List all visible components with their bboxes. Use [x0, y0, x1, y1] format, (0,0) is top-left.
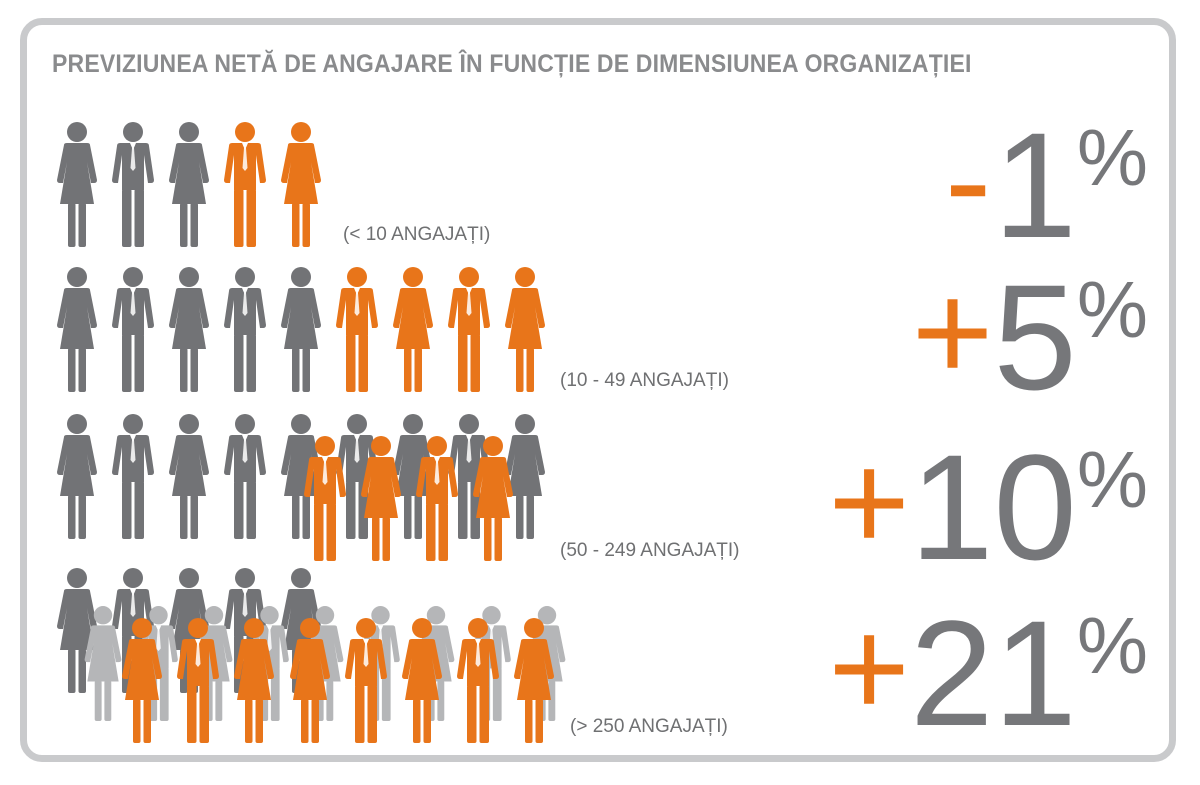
number-row-1: 1	[993, 101, 1077, 269]
row2-man-figure-icon	[336, 267, 378, 392]
people-group-row-3	[57, 414, 545, 561]
value-row-2: + 5 %	[911, 253, 1148, 421]
row1-man-figure-icon	[112, 122, 154, 247]
row2-woman-figure-icon	[169, 267, 209, 392]
row1-woman-figure-icon	[281, 122, 321, 247]
people-group-row-2	[57, 267, 545, 392]
size-label-row-4: (> 250 ANGAJAȚI)	[570, 716, 728, 737]
row2-woman-figure-icon	[393, 267, 433, 392]
percent-row-2: %	[1076, 265, 1148, 354]
row2-woman-figure-icon	[505, 267, 545, 392]
row3-front-man-figure-icon	[416, 436, 458, 561]
value-row-1: - 1 %	[944, 101, 1148, 269]
row-micro: (< 10 ANGAJAȚI)	[0, 120, 1200, 260]
sign-row-3: +	[828, 423, 910, 580]
row3-front-woman-figure-icon	[473, 436, 513, 561]
row3-back-man-figure-icon	[112, 414, 154, 539]
row1-man-figure-icon	[224, 122, 266, 247]
people-group-row-4	[57, 568, 566, 743]
sign-row-1: -	[944, 101, 992, 258]
size-label-row-2: (10 - 49 ANGAJAȚI)	[560, 370, 729, 391]
row1-woman-figure-icon	[169, 122, 209, 247]
percent-row-3: %	[1076, 435, 1148, 524]
row3-back-woman-figure-icon	[505, 414, 545, 539]
percent-row-1: %	[1076, 113, 1148, 202]
number-row-4: 21	[910, 589, 1077, 757]
row2-man-figure-icon	[448, 267, 490, 392]
row-small: (10 - 49 ANGAJAȚI)	[0, 265, 1200, 405]
row4-front-woman-figure-icon	[290, 618, 330, 743]
row2-man-figure-icon	[224, 267, 266, 392]
row4-front-man-figure-icon	[345, 618, 387, 743]
row4-front-man-figure-icon	[177, 618, 219, 743]
value-row-3: + 10 %	[828, 423, 1148, 591]
row4-front-man-figure-icon	[457, 618, 499, 743]
number-row-3: 10	[910, 423, 1077, 591]
row4-back-woman-figure-icon	[57, 568, 97, 693]
row3-front-woman-figure-icon	[361, 436, 401, 561]
row4-rear-woman-figure-icon	[84, 606, 122, 721]
row3-back-woman-figure-icon	[57, 414, 97, 539]
row3-back-woman-figure-icon	[169, 414, 209, 539]
row4-front-woman-figure-icon	[234, 618, 274, 743]
infographic-title: PREVIZIUNEA NETĂ DE ANGAJARE ÎN FUNCȚIE …	[52, 50, 972, 78]
row4-front-woman-figure-icon	[514, 618, 554, 743]
row-medium: (50 - 249 ANGAJAȚI)	[0, 412, 1200, 572]
row1-woman-figure-icon	[57, 122, 97, 247]
row3-front-man-figure-icon	[304, 436, 346, 561]
value-row-4: + 21 %	[828, 589, 1148, 757]
size-label-row-3: (50 - 249 ANGAJAȚI)	[560, 540, 740, 561]
percent-row-4: %	[1076, 601, 1148, 690]
sign-row-4: +	[828, 589, 910, 746]
row3-back-man-figure-icon	[224, 414, 266, 539]
row4-front-woman-figure-icon	[402, 618, 442, 743]
people-group-row-1	[57, 122, 321, 247]
row2-man-figure-icon	[112, 267, 154, 392]
number-row-2: 5	[993, 253, 1077, 421]
row4-front-woman-figure-icon	[122, 618, 162, 743]
row2-woman-figure-icon	[57, 267, 97, 392]
row-large: (> 250 ANGAJAȚI)	[0, 566, 1200, 751]
sign-row-2: +	[911, 253, 994, 410]
row2-woman-figure-icon	[281, 267, 321, 392]
size-label-row-1: (< 10 ANGAJAȚI)	[343, 224, 491, 245]
